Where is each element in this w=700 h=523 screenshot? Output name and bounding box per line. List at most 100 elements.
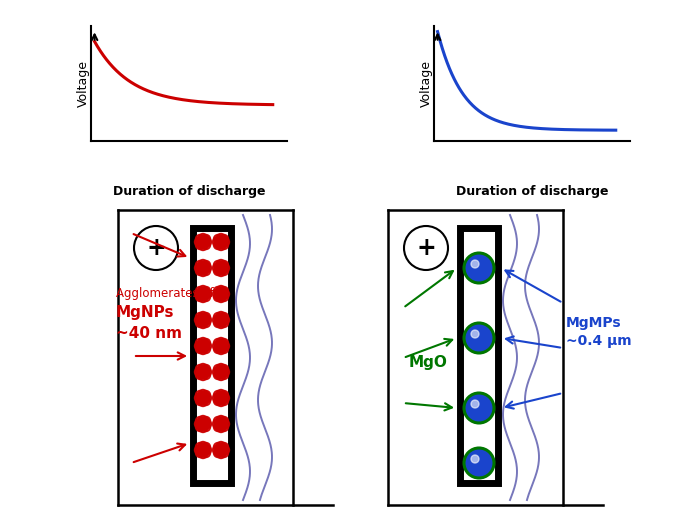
Circle shape	[195, 449, 204, 458]
Circle shape	[197, 291, 206, 301]
Circle shape	[216, 237, 225, 246]
Circle shape	[200, 392, 209, 401]
Circle shape	[220, 368, 230, 377]
Text: ~0.4 μm: ~0.4 μm	[566, 334, 631, 348]
Circle shape	[214, 291, 223, 301]
Circle shape	[195, 342, 204, 350]
Circle shape	[404, 226, 448, 270]
Circle shape	[199, 315, 207, 324]
Circle shape	[216, 419, 225, 428]
Circle shape	[199, 415, 207, 425]
Circle shape	[216, 293, 225, 302]
Circle shape	[202, 241, 211, 249]
Circle shape	[197, 422, 206, 430]
Circle shape	[199, 264, 207, 272]
Circle shape	[200, 417, 209, 426]
Circle shape	[214, 234, 223, 244]
Circle shape	[195, 237, 204, 246]
Circle shape	[202, 442, 211, 451]
Circle shape	[199, 390, 207, 399]
Circle shape	[214, 240, 223, 248]
Circle shape	[199, 419, 207, 428]
Circle shape	[214, 317, 223, 326]
Circle shape	[220, 287, 228, 295]
Circle shape	[220, 267, 228, 276]
Circle shape	[216, 346, 225, 355]
Circle shape	[202, 292, 211, 301]
Circle shape	[195, 419, 204, 428]
Circle shape	[199, 393, 207, 403]
Circle shape	[214, 442, 223, 451]
Y-axis label: Voltage: Voltage	[76, 60, 90, 107]
Circle shape	[199, 424, 207, 433]
Circle shape	[214, 448, 223, 457]
Circle shape	[199, 237, 207, 246]
Circle shape	[220, 442, 228, 451]
Circle shape	[199, 242, 207, 251]
Circle shape	[214, 449, 223, 458]
Circle shape	[220, 292, 228, 301]
Circle shape	[199, 293, 207, 302]
Circle shape	[200, 366, 209, 374]
Circle shape	[214, 422, 223, 430]
Circle shape	[216, 233, 225, 243]
Circle shape	[202, 338, 211, 347]
Circle shape	[202, 260, 211, 269]
Circle shape	[220, 313, 228, 322]
Circle shape	[464, 253, 494, 283]
Circle shape	[197, 395, 206, 404]
Circle shape	[199, 371, 207, 381]
Circle shape	[216, 290, 225, 299]
Bar	[193, 228, 231, 483]
Y-axis label: Voltage: Voltage	[419, 60, 433, 107]
Circle shape	[202, 391, 211, 400]
Text: ~40 nm: ~40 nm	[116, 325, 182, 340]
Circle shape	[216, 363, 225, 372]
Circle shape	[214, 370, 223, 380]
Circle shape	[202, 416, 211, 426]
Circle shape	[220, 423, 228, 431]
Circle shape	[202, 234, 211, 244]
Circle shape	[202, 423, 211, 431]
Circle shape	[195, 446, 204, 454]
Circle shape	[220, 315, 230, 324]
Circle shape	[202, 396, 211, 405]
Text: Agglomerates of: Agglomerates of	[116, 287, 214, 300]
Circle shape	[202, 313, 211, 322]
Circle shape	[200, 444, 209, 452]
Circle shape	[220, 416, 228, 426]
Circle shape	[464, 393, 494, 423]
Circle shape	[220, 345, 228, 354]
Circle shape	[202, 264, 211, 272]
Circle shape	[195, 313, 204, 322]
Circle shape	[214, 313, 223, 322]
Text: MgMPs: MgMPs	[566, 316, 622, 330]
Circle shape	[202, 393, 211, 403]
Circle shape	[214, 266, 223, 275]
Circle shape	[220, 237, 230, 246]
Circle shape	[195, 234, 204, 244]
Circle shape	[216, 393, 225, 403]
Circle shape	[216, 390, 225, 399]
Circle shape	[197, 370, 206, 379]
Circle shape	[195, 442, 204, 451]
Circle shape	[216, 264, 225, 272]
Circle shape	[218, 444, 228, 452]
Circle shape	[216, 315, 225, 324]
Circle shape	[214, 260, 223, 269]
Circle shape	[202, 290, 211, 299]
Circle shape	[195, 365, 204, 373]
Circle shape	[218, 288, 228, 297]
Circle shape	[195, 241, 204, 249]
Circle shape	[202, 342, 211, 350]
Circle shape	[199, 346, 207, 355]
Circle shape	[214, 395, 223, 404]
Circle shape	[213, 315, 221, 324]
Circle shape	[471, 400, 479, 408]
Circle shape	[218, 417, 228, 426]
Circle shape	[220, 241, 228, 249]
Circle shape	[216, 415, 225, 425]
Circle shape	[202, 365, 211, 373]
Circle shape	[195, 264, 204, 272]
Circle shape	[464, 448, 494, 478]
